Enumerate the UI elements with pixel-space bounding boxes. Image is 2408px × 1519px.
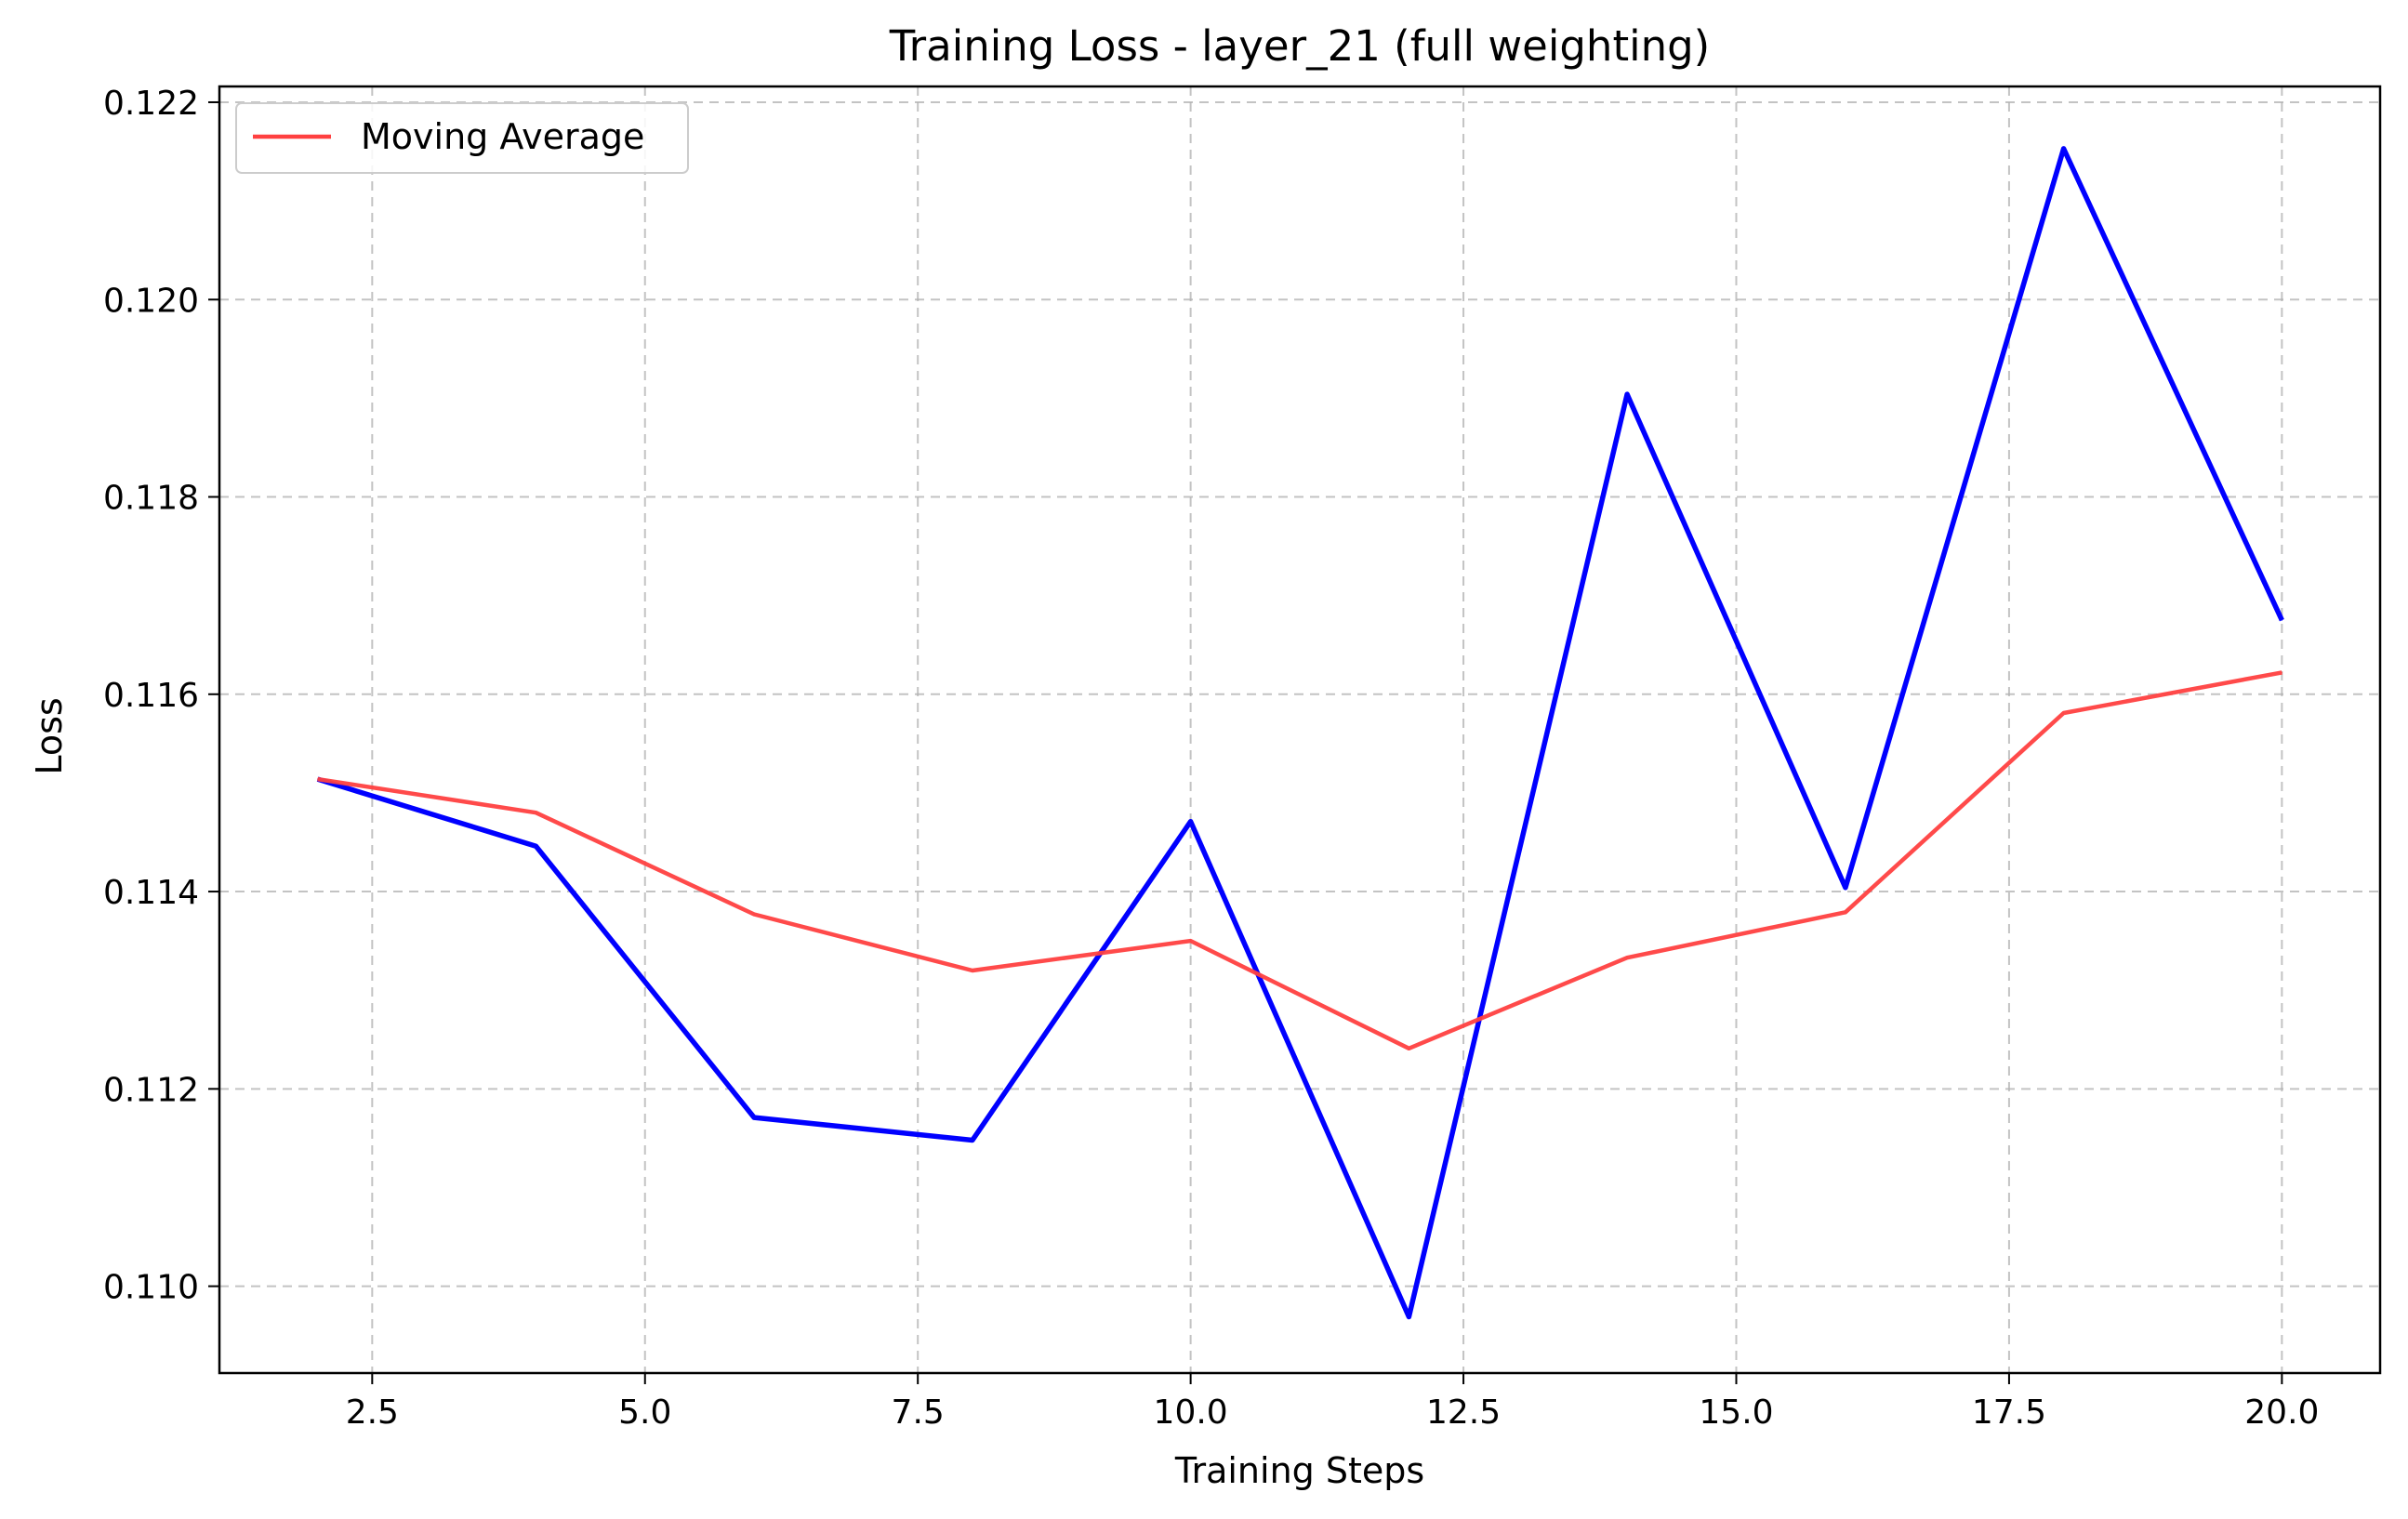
grid <box>219 86 2380 1373</box>
y-tick-label: 0.122 <box>103 85 199 123</box>
x-tick-label: 5.0 <box>618 1394 671 1432</box>
y-axis-label: Loss <box>29 697 70 774</box>
y-tick-label: 0.116 <box>103 677 199 715</box>
loss-line-point <box>753 1116 755 1118</box>
y-axis-ticks: 0.110 0.112 0.114 0.116 0.118 0.120 0.122 <box>103 85 219 1307</box>
legend-label-moving-average: Moving Average <box>361 116 644 157</box>
series-layer <box>316 146 2284 1320</box>
moving-average-line <box>317 670 2282 1051</box>
x-tick-label: 15.0 <box>1699 1394 1773 1432</box>
y-tick-label: 0.118 <box>103 480 199 518</box>
chart-title: Training Loss - layer_21 (full weighting… <box>889 21 1710 71</box>
x-tick-label: 12.5 <box>1426 1394 1501 1432</box>
legend: Moving Average <box>235 102 689 174</box>
moving-average-line-group <box>317 670 2282 1051</box>
plot-frame <box>218 85 2382 1375</box>
x-tick-label: 17.5 <box>1972 1394 2046 1432</box>
y-tick-label: 0.120 <box>103 282 199 320</box>
loss-line-point <box>2063 148 2065 150</box>
moving-average-line-point <box>1190 940 1192 942</box>
y-tick-label: 0.112 <box>103 1071 199 1109</box>
y-tick-label: 0.110 <box>103 1269 199 1307</box>
x-tick-label: 20.0 <box>2244 1394 2319 1432</box>
x-tick-label: 10.0 <box>1154 1394 1228 1432</box>
moving-average-line-point <box>1845 911 1846 913</box>
y-tick-label: 0.114 <box>103 874 199 912</box>
loss-line-group <box>316 146 2284 1320</box>
loss-line-point <box>1626 393 1628 395</box>
moving-average-line-point <box>753 913 755 915</box>
x-tick-label: 7.5 <box>892 1394 945 1432</box>
x-tick-label: 2.5 <box>346 1394 399 1432</box>
loss-line-point <box>1190 821 1192 823</box>
loss-line-point <box>1845 887 1846 889</box>
legend-box <box>235 102 689 174</box>
loss-line <box>316 146 2284 1320</box>
x-axis-label: Training Steps <box>1174 1450 1424 1491</box>
moving-average-line-point <box>317 778 319 780</box>
x-axis-ticks: 2.5 5.0 7.5 10.0 12.5 15.0 17.5 20.0 <box>346 1373 2319 1432</box>
moving-average-line-point <box>2063 712 2065 714</box>
